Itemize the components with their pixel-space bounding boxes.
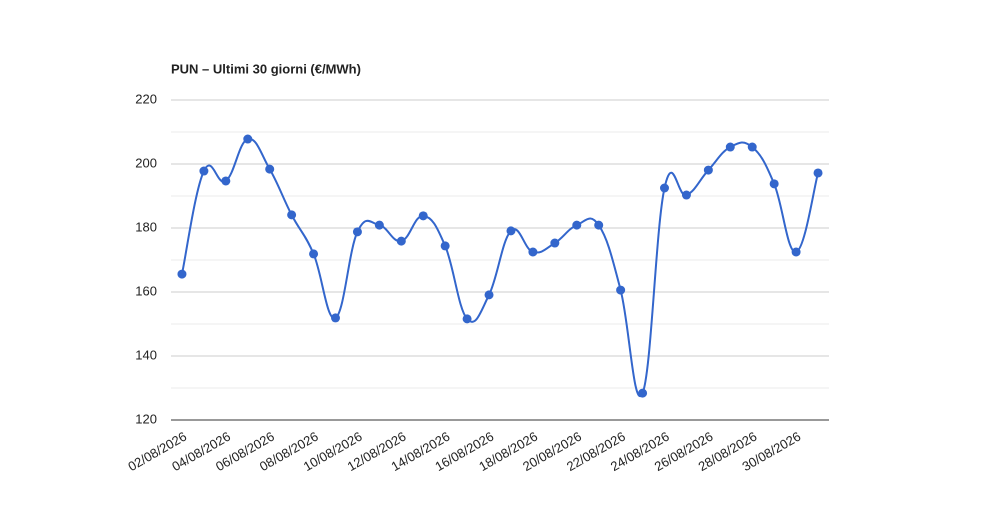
point: [440, 241, 450, 251]
point: [221, 176, 231, 186]
point: [813, 168, 823, 178]
y-tick-label: 120: [135, 411, 157, 426]
point: [484, 290, 494, 300]
point: [287, 210, 297, 220]
point: [331, 313, 340, 323]
point: [374, 220, 384, 230]
point: [177, 269, 187, 279]
point: [528, 247, 538, 257]
point: [462, 314, 472, 324]
point: [550, 238, 560, 248]
point: [791, 247, 801, 257]
point: [681, 190, 691, 200]
line: [180, 138, 819, 397]
point: [572, 220, 582, 230]
point: [703, 165, 713, 175]
point: [725, 142, 735, 152]
point: [396, 236, 406, 246]
point: [199, 166, 209, 176]
point: [594, 220, 604, 230]
y-tick-label: 220: [135, 91, 157, 106]
y-tick-label: 180: [135, 219, 157, 234]
point: [352, 227, 362, 237]
point: [418, 211, 428, 221]
point: [769, 179, 779, 189]
y-tick-label: 200: [135, 155, 157, 170]
point: [616, 285, 626, 295]
point: [243, 134, 253, 144]
point: [660, 183, 669, 193]
chart-title: PUN – Ultimi 30 giorni (€/MWh): [171, 61, 361, 76]
point: [506, 226, 516, 236]
point: [265, 164, 275, 174]
y-tick-label: 160: [135, 283, 157, 298]
y-tick-label: 140: [135, 347, 157, 362]
point: [638, 388, 648, 398]
point: [309, 249, 319, 259]
point: [747, 142, 757, 152]
